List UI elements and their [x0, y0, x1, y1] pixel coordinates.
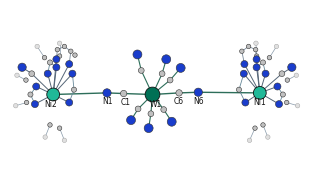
- Ellipse shape: [253, 64, 260, 71]
- Ellipse shape: [48, 123, 52, 127]
- Ellipse shape: [253, 87, 266, 99]
- Ellipse shape: [69, 49, 73, 53]
- Ellipse shape: [44, 70, 51, 77]
- Ellipse shape: [35, 44, 39, 49]
- Ellipse shape: [267, 55, 272, 60]
- Ellipse shape: [66, 60, 73, 68]
- Text: N1: N1: [102, 97, 112, 106]
- Ellipse shape: [15, 73, 19, 77]
- Ellipse shape: [239, 49, 244, 53]
- Ellipse shape: [24, 100, 29, 105]
- Ellipse shape: [288, 63, 296, 71]
- Text: W1: W1: [150, 100, 162, 109]
- Text: C1: C1: [120, 98, 130, 107]
- Ellipse shape: [161, 107, 167, 112]
- Ellipse shape: [48, 60, 53, 65]
- Ellipse shape: [167, 77, 173, 83]
- Ellipse shape: [62, 44, 67, 49]
- Ellipse shape: [120, 90, 127, 97]
- Ellipse shape: [176, 90, 182, 96]
- Ellipse shape: [176, 64, 185, 72]
- Ellipse shape: [47, 88, 60, 101]
- Ellipse shape: [53, 56, 60, 63]
- Ellipse shape: [126, 116, 135, 125]
- Ellipse shape: [237, 87, 241, 92]
- Ellipse shape: [295, 103, 300, 108]
- Ellipse shape: [242, 99, 249, 106]
- Ellipse shape: [159, 71, 165, 77]
- Ellipse shape: [135, 106, 141, 112]
- Ellipse shape: [144, 124, 153, 133]
- Ellipse shape: [57, 54, 62, 58]
- Ellipse shape: [279, 71, 285, 77]
- Ellipse shape: [162, 55, 171, 64]
- Ellipse shape: [24, 78, 28, 82]
- Ellipse shape: [294, 73, 299, 77]
- Ellipse shape: [265, 135, 270, 139]
- Ellipse shape: [29, 71, 35, 77]
- Ellipse shape: [274, 83, 281, 90]
- Ellipse shape: [73, 53, 77, 57]
- Ellipse shape: [261, 123, 265, 127]
- Ellipse shape: [53, 64, 60, 71]
- Ellipse shape: [55, 47, 60, 52]
- Ellipse shape: [253, 56, 260, 63]
- Ellipse shape: [66, 99, 73, 106]
- Ellipse shape: [253, 126, 257, 130]
- Text: C6: C6: [174, 97, 184, 106]
- Ellipse shape: [262, 70, 269, 77]
- Ellipse shape: [148, 111, 154, 117]
- Ellipse shape: [280, 92, 285, 97]
- Ellipse shape: [69, 70, 76, 77]
- Ellipse shape: [241, 60, 248, 68]
- Ellipse shape: [28, 92, 33, 97]
- Ellipse shape: [103, 89, 111, 97]
- Ellipse shape: [275, 101, 282, 108]
- Ellipse shape: [133, 50, 142, 59]
- Ellipse shape: [13, 103, 18, 108]
- Text: Ni1: Ni1: [254, 98, 266, 107]
- Ellipse shape: [138, 68, 144, 73]
- Text: Ni2: Ni2: [44, 100, 57, 109]
- Ellipse shape: [167, 117, 176, 126]
- Ellipse shape: [253, 47, 258, 52]
- Ellipse shape: [57, 126, 62, 130]
- Ellipse shape: [33, 83, 40, 90]
- Ellipse shape: [254, 54, 259, 58]
- Ellipse shape: [254, 41, 258, 46]
- Text: N6: N6: [193, 97, 204, 106]
- Ellipse shape: [31, 101, 39, 108]
- Ellipse shape: [247, 138, 252, 143]
- Ellipse shape: [43, 135, 48, 139]
- Ellipse shape: [246, 44, 251, 49]
- Ellipse shape: [240, 70, 247, 77]
- Ellipse shape: [260, 60, 265, 65]
- Ellipse shape: [145, 87, 160, 102]
- Ellipse shape: [18, 63, 26, 71]
- Ellipse shape: [285, 78, 290, 82]
- Ellipse shape: [57, 41, 62, 46]
- Ellipse shape: [284, 100, 289, 105]
- Ellipse shape: [274, 44, 279, 49]
- Ellipse shape: [42, 55, 47, 60]
- Ellipse shape: [62, 138, 67, 143]
- Ellipse shape: [194, 88, 203, 96]
- Ellipse shape: [72, 87, 77, 92]
